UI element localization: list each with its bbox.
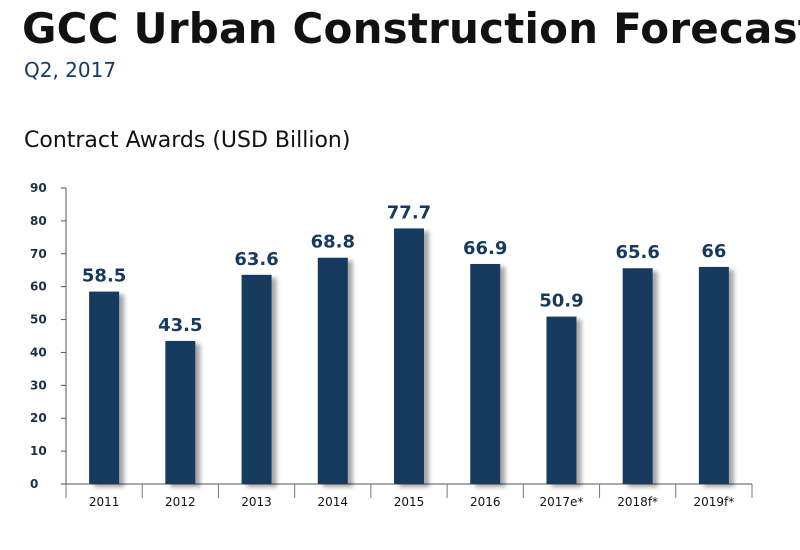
page-title: GCC Urban Construction Forecast [22, 4, 800, 53]
x-tick-label: 2016 [470, 495, 501, 509]
y-tick-label: 60 [30, 280, 47, 294]
y-tick-label: 10 [30, 444, 47, 458]
page-subtitle: Q2, 2017 [24, 58, 117, 82]
bar [470, 263, 501, 484]
data-label: 58.5 [82, 266, 126, 287]
y-tick-label: 90 [30, 181, 47, 195]
y-tick-label: 70 [30, 247, 47, 261]
chart-labels: 58.5 2011 43.5 2012 63.6 2013 68.8 2014 77.7 2015… [82, 202, 734, 509]
x-tick-label: 2013 [241, 495, 272, 509]
data-label: 66.9 [463, 238, 507, 259]
x-tick-label: 2017e* [539, 495, 583, 509]
y-tick-label: 80 [30, 214, 47, 228]
bar [89, 291, 120, 484]
x-tick-label: 2011 [89, 495, 120, 509]
x-tick-label: 2014 [318, 495, 349, 509]
y-tick-label: 0 [30, 477, 38, 491]
bar [165, 340, 196, 484]
bar [394, 228, 424, 484]
x-tick-label: 2018f* [617, 495, 658, 509]
data-label: 50.9 [539, 291, 583, 312]
data-label: 65.6 [615, 242, 659, 263]
bar [698, 266, 729, 484]
chart-title: Contract Awards (USD Billion) [24, 128, 351, 153]
data-label: 77.7 [387, 202, 431, 223]
y-tick-label: 50 [30, 313, 47, 327]
bar [546, 316, 577, 484]
y-tick-label: 20 [30, 411, 47, 425]
x-tick-label: 2015 [394, 495, 425, 509]
data-label: 66 [701, 241, 726, 262]
data-label: 43.5 [158, 315, 202, 336]
data-label: 63.6 [234, 249, 278, 270]
chart-bars [89, 228, 729, 484]
bar [317, 257, 348, 484]
data-label: 68.8 [311, 232, 355, 253]
bar [241, 274, 272, 484]
x-tick-label: 2019f* [694, 495, 735, 509]
bar [622, 268, 653, 484]
x-tick-label: 2012 [165, 495, 196, 509]
y-tick-label: 30 [30, 378, 47, 392]
y-tick-label: 40 [30, 345, 47, 359]
